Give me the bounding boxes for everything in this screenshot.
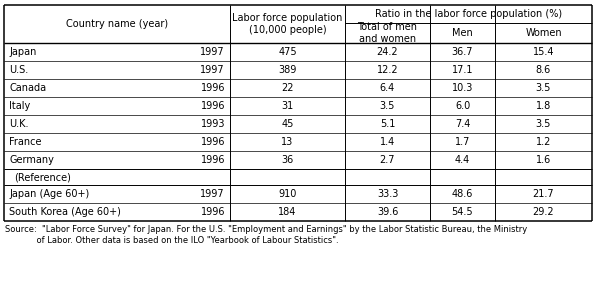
Text: 4.4: 4.4	[455, 155, 470, 165]
Text: 29.2: 29.2	[533, 207, 554, 217]
Text: 33.3: 33.3	[377, 189, 398, 199]
Text: 1.6: 1.6	[536, 155, 551, 165]
Text: 31: 31	[281, 101, 294, 111]
Text: Total of men
and women: Total of men and women	[358, 22, 418, 44]
Text: 2.7: 2.7	[380, 155, 395, 165]
Text: 1996: 1996	[200, 137, 225, 147]
Text: 1.4: 1.4	[380, 137, 395, 147]
Text: Ratio in the labor force population (%): Ratio in the labor force population (%)	[375, 9, 562, 19]
Text: Country name (year): Country name (year)	[66, 19, 168, 29]
Text: 1996: 1996	[200, 101, 225, 111]
Text: 1996: 1996	[200, 207, 225, 217]
Text: 5.1: 5.1	[380, 119, 395, 129]
Text: 36.7: 36.7	[452, 47, 473, 57]
Text: Canada: Canada	[9, 83, 46, 93]
Text: 45: 45	[281, 119, 294, 129]
Text: 1.8: 1.8	[536, 101, 551, 111]
Text: 8.6: 8.6	[536, 65, 551, 75]
Text: (Reference): (Reference)	[14, 172, 71, 182]
Text: 13: 13	[281, 137, 294, 147]
Text: Italy: Italy	[9, 101, 30, 111]
Text: 24.2: 24.2	[377, 47, 398, 57]
Text: 475: 475	[278, 47, 297, 57]
Text: 54.5: 54.5	[452, 207, 473, 217]
Text: Women: Women	[525, 28, 562, 38]
Text: 184: 184	[278, 207, 297, 217]
Text: South Korea (Age 60+): South Korea (Age 60+)	[9, 207, 121, 217]
Text: 3.5: 3.5	[536, 83, 551, 93]
Text: 22: 22	[281, 83, 294, 93]
Text: Japan: Japan	[9, 47, 36, 57]
Text: 1997: 1997	[200, 65, 225, 75]
Text: 1996: 1996	[200, 83, 225, 93]
Text: 910: 910	[278, 189, 297, 199]
Text: 3.5: 3.5	[536, 119, 551, 129]
Text: 389: 389	[278, 65, 297, 75]
Text: 7.4: 7.4	[455, 119, 470, 129]
Text: of Labor. Other data is based on the ILO "Yearbook of Labour Statistics".: of Labor. Other data is based on the ILO…	[5, 236, 339, 245]
Text: 1997: 1997	[200, 189, 225, 199]
Text: U.S.: U.S.	[9, 65, 28, 75]
Text: 36: 36	[281, 155, 294, 165]
Text: 1996: 1996	[200, 155, 225, 165]
Text: U.K.: U.K.	[9, 119, 29, 129]
Text: 15.4: 15.4	[533, 47, 554, 57]
Text: 12.2: 12.2	[377, 65, 398, 75]
Text: 1993: 1993	[200, 119, 225, 129]
Text: Labor force population
(10,000 people): Labor force population (10,000 people)	[232, 13, 343, 35]
Text: Germany: Germany	[9, 155, 54, 165]
Text: 1.2: 1.2	[536, 137, 551, 147]
Text: 6.4: 6.4	[380, 83, 395, 93]
Text: 17.1: 17.1	[452, 65, 473, 75]
Text: Japan (Age 60+): Japan (Age 60+)	[9, 189, 89, 199]
Text: 48.6: 48.6	[452, 189, 473, 199]
Text: 3.5: 3.5	[380, 101, 395, 111]
Text: 39.6: 39.6	[377, 207, 398, 217]
Text: 6.0: 6.0	[455, 101, 470, 111]
Text: 1.7: 1.7	[455, 137, 470, 147]
Text: France: France	[9, 137, 42, 147]
Text: 21.7: 21.7	[533, 189, 554, 199]
Text: Source:  "Labor Force Survey" for Japan. For the U.S. "Employment and Earnings" : Source: "Labor Force Survey" for Japan. …	[5, 225, 527, 234]
Text: 10.3: 10.3	[452, 83, 473, 93]
Text: Men: Men	[452, 28, 473, 38]
Text: 1997: 1997	[200, 47, 225, 57]
